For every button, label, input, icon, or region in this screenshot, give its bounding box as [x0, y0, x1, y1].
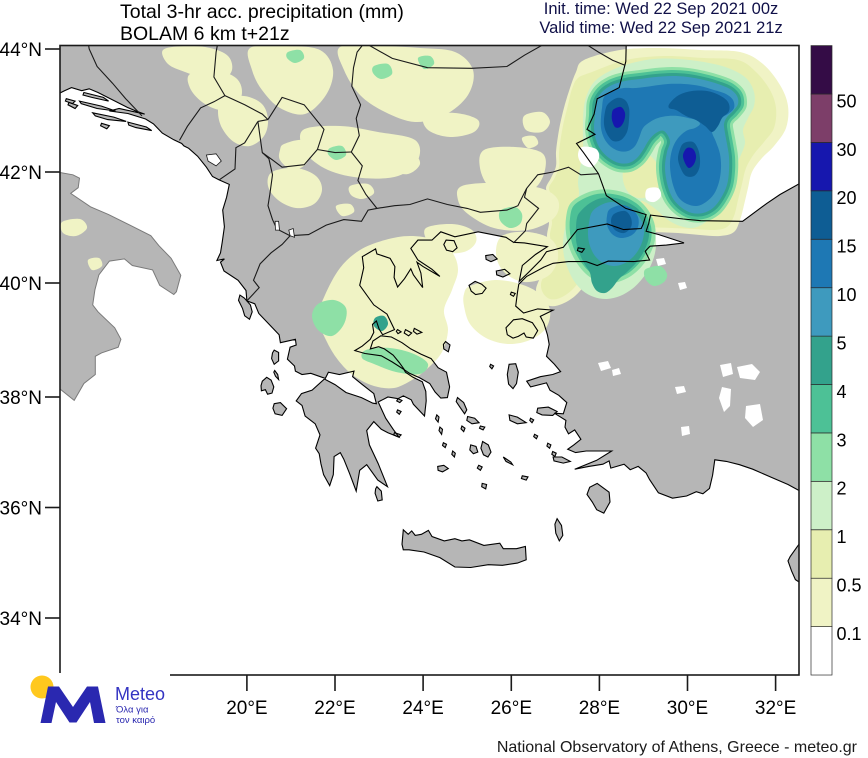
svg-text:0.5: 0.5 [837, 576, 862, 596]
svg-text:1: 1 [837, 527, 847, 547]
svg-text:Valid time: Wed 22 Sep 2021 21: Valid time: Wed 22 Sep 2021 21z [539, 19, 782, 37]
svg-text:36°N: 36°N [0, 499, 42, 520]
svg-text:30: 30 [837, 140, 857, 160]
svg-text:5: 5 [837, 334, 847, 354]
svg-text:BOLAM 6 km t+21z: BOLAM 6 km t+21z [120, 23, 290, 45]
svg-text:3: 3 [837, 430, 847, 450]
svg-text:26°E: 26°E [491, 698, 532, 719]
svg-text:20: 20 [837, 188, 857, 208]
svg-text:28°E: 28°E [579, 698, 620, 719]
svg-text:Meteo: Meteo [115, 684, 165, 704]
svg-text:Init. time: Wed 22 Sep 2021 00: Init. time: Wed 22 Sep 2021 00z [544, 0, 779, 18]
svg-text:38°N: 38°N [0, 388, 42, 409]
svg-text:2: 2 [837, 479, 847, 499]
svg-text:0.1: 0.1 [837, 624, 862, 644]
svg-text:15: 15 [837, 237, 857, 257]
svg-text:Total 3-hr acc. precipitation: Total 3-hr acc. precipitation (mm) [120, 1, 404, 23]
svg-text:30°E: 30°E [667, 698, 708, 719]
svg-text:20°E: 20°E [226, 698, 267, 719]
svg-text:34°N: 34°N [0, 609, 42, 630]
svg-text:Όλα για: Όλα για [115, 705, 149, 716]
svg-text:40°N: 40°N [0, 274, 42, 295]
svg-text:National Observatory of Athens: National Observatory of Athens, Greece -… [497, 739, 858, 756]
svg-text:32°E: 32°E [755, 698, 796, 719]
svg-text:4: 4 [837, 382, 847, 402]
svg-text:10: 10 [837, 285, 857, 305]
svg-text:22°E: 22°E [314, 698, 355, 719]
svg-text:44°N: 44°N [0, 40, 42, 61]
svg-text:τον καιρό: τον καιρό [116, 715, 155, 726]
svg-text:42°N: 42°N [0, 163, 42, 184]
svg-text:50: 50 [837, 91, 857, 111]
svg-text:24°E: 24°E [402, 698, 443, 719]
